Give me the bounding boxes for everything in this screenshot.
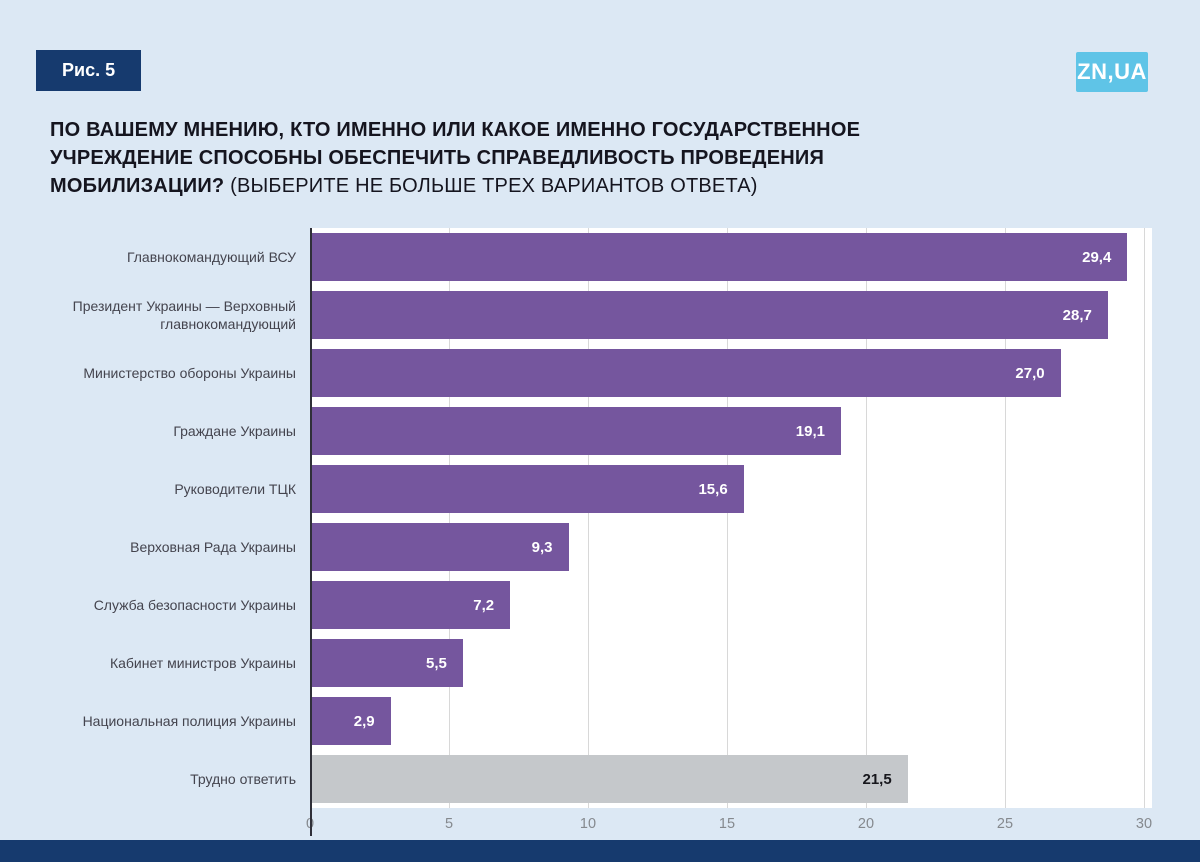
x-axis: 051015202530 [306, 808, 1153, 840]
footer-strip [0, 840, 1200, 862]
bar-row: 28,7 [310, 286, 1152, 344]
gridline [588, 228, 589, 808]
bar-value-label: 29,4 [1082, 248, 1112, 266]
category-label: Руководители ТЦК [174, 481, 296, 497]
category-label: Национальная полиция Украины [82, 713, 296, 729]
bar-row: 7,2 [310, 576, 1152, 634]
bar-value-label: 7,2 [473, 596, 495, 614]
category-labels: Главнокомандующий ВСУ Президент Украины —… [48, 228, 310, 840]
gridline [1005, 228, 1006, 808]
category-label: Президент Украины — Верховный главнокома… [72, 298, 296, 332]
chart-title-line3: МОБИЛИЗАЦИИ? (ВЫБЕРИТЕ НЕ БОЛЬШЕ ТРЕХ ВА… [50, 172, 970, 200]
plot-column: 29,428,727,019,115,69,37,25,52,921,5 051… [306, 228, 1153, 840]
chart-title-line3-bold: МОБИЛИЗАЦИИ? [50, 175, 225, 197]
bar-chart: Главнокомандующий ВСУ Президент Украины —… [48, 228, 1152, 840]
bar-value-label: 5,5 [426, 654, 447, 672]
category-label: Главнокомандующий ВСУ [126, 249, 296, 265]
category-label: Служба безопасности Украины [93, 597, 296, 613]
chart-title-line1: ПО ВАШЕМУ МНЕНИЮ, КТО ИМЕННО ИЛИ КАКОЕ И… [50, 119, 861, 141]
bar: 2,9 [310, 697, 391, 745]
bar-row: 21,5 [310, 750, 1152, 808]
gridline [727, 228, 728, 808]
bar: 5,5 [310, 639, 463, 687]
x-tick-label: 20 [857, 816, 875, 832]
category-label: Трудно ответить [190, 771, 296, 787]
bar: 28,7 [310, 291, 1108, 339]
gridline [449, 228, 450, 808]
bar-value-label: 15,6 [698, 480, 728, 498]
bar: 29,4 [310, 233, 1128, 281]
bar-row: 19,1 [310, 402, 1152, 460]
y-axis-line [310, 228, 312, 836]
bar: 7,2 [310, 581, 511, 629]
x-tick-label: 25 [996, 816, 1014, 832]
bar: 27,0 [310, 349, 1061, 397]
chart-title-line2: УЧРЕЖДЕНИЕ СПОСОБНЫ ОБЕСПЕЧИТЬ СПРАВЕДЛИ… [50, 147, 825, 169]
bar: 9,3 [310, 523, 569, 571]
bar-row: 29,4 [310, 228, 1152, 286]
gridline [1144, 228, 1145, 808]
category-label: Верховная Рада Украины [130, 539, 296, 555]
bar-row: 27,0 [310, 344, 1152, 402]
bar-value-label: 28,7 [1062, 306, 1092, 324]
x-tick-label: 5 [444, 816, 454, 832]
bar: 21,5 [310, 755, 908, 803]
bar-row: 5,5 [310, 634, 1152, 692]
bar-value-label: 2,9 [353, 712, 375, 730]
x-tick-label: 30 [1135, 816, 1153, 832]
plot-area: 29,4 28,7 27,0 19,1 15,6 9,3 7,2 5,5 2,9 21,5 [310, 228, 1152, 836]
category-label: Министерство обороны Украины [83, 365, 296, 381]
gridline [866, 228, 867, 808]
figure-badge: Рис. 5 [36, 50, 142, 91]
bar: 15,6 [310, 465, 744, 513]
bar-row: 9,3 [310, 518, 1152, 576]
bar-value-label: 27,0 [1015, 364, 1045, 382]
category-label: Граждане Украины [173, 423, 296, 439]
x-tick-label: 10 [579, 816, 597, 832]
znua-logo: ZN,UA [1076, 52, 1148, 92]
bar-value-label: 19,1 [795, 422, 825, 440]
chart-title-line3-normal: (ВЫБЕРИТЕ НЕ БОЛЬШЕ ТРЕХ ВАРИАНТОВ ОТВЕТ… [224, 175, 758, 197]
bar: 19,1 [310, 407, 841, 455]
chart-title: ПО ВАШЕМУ МНЕНИЮ, КТО ИМЕННО ИЛИ КАКОЕ И… [50, 116, 970, 200]
bar-row: 15,6 [310, 460, 1152, 518]
bar-row: 2,9 [310, 692, 1152, 750]
x-tick-label: 15 [718, 816, 736, 832]
bar-value-label: 9,3 [531, 538, 553, 556]
category-label: Кабинет министров Украины [109, 655, 296, 671]
bar-value-label: 21,5 [862, 770, 892, 788]
